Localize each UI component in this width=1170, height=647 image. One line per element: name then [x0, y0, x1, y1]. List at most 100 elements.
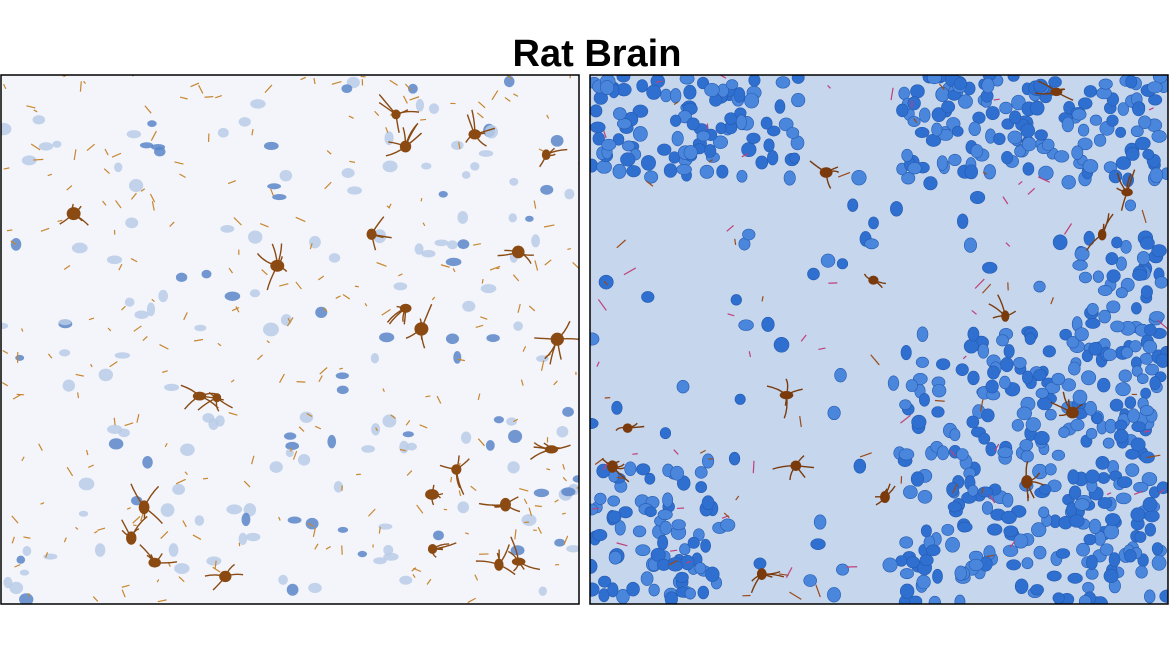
nucleus [821, 254, 835, 267]
nucleus [672, 520, 686, 530]
nucleus [585, 333, 599, 346]
nucleus [956, 364, 969, 376]
nucleus [633, 526, 646, 537]
nucleus [421, 163, 431, 170]
nucleus [865, 239, 879, 249]
nucleus [701, 539, 711, 552]
nucleus [1023, 163, 1034, 176]
nucleus [72, 243, 88, 254]
nucleus [986, 380, 999, 393]
nucleus [900, 537, 913, 548]
nucleus [955, 566, 967, 580]
nucleus [695, 466, 707, 478]
cell-body [428, 544, 437, 554]
nucleus [125, 298, 135, 307]
nucleus [932, 569, 942, 583]
nucleus [1103, 349, 1116, 361]
nucleus [433, 530, 444, 540]
nucleus [1082, 582, 1094, 593]
nucleus [848, 199, 858, 212]
nucleus [1012, 419, 1024, 431]
nucleus [1047, 571, 1061, 581]
nucleus [1022, 371, 1032, 384]
nucleus [622, 141, 635, 151]
nucleus [706, 567, 720, 582]
nucleus [807, 268, 819, 280]
cell-body [1021, 475, 1032, 488]
nucleus [1032, 464, 1047, 479]
nucleus [636, 545, 650, 556]
nucleus [287, 584, 299, 596]
nucleus [562, 407, 574, 417]
nucleus [1031, 584, 1044, 595]
nucleus [702, 496, 714, 510]
nucleus [1132, 269, 1147, 280]
nucleus [1079, 595, 1091, 607]
nucleus [241, 513, 250, 526]
nucleus [684, 145, 697, 159]
nucleus [451, 141, 464, 150]
nucleus [1114, 429, 1128, 443]
nucleus [481, 284, 497, 293]
cell-body [868, 276, 878, 285]
nucleus [1081, 371, 1095, 385]
nucleus [1125, 200, 1136, 211]
nucleus [670, 115, 681, 127]
nucleus [1144, 324, 1156, 336]
nucleus [462, 301, 475, 312]
nucleus [890, 201, 902, 216]
nucleus [932, 123, 943, 136]
nucleus [95, 543, 105, 557]
nucleus [225, 292, 241, 301]
nucleus [828, 406, 841, 420]
nucleus [509, 213, 517, 222]
nucleus [835, 368, 847, 382]
nucleus [272, 194, 286, 200]
nucleus [1084, 534, 1096, 545]
nucleus [1112, 237, 1123, 248]
nucleus [59, 349, 70, 356]
nucleus [1111, 321, 1125, 332]
nucleus [735, 394, 745, 404]
nucleus [39, 142, 53, 150]
nucleus [664, 164, 677, 178]
nucleus [921, 525, 931, 537]
nucleus [1078, 124, 1089, 136]
nucleus [791, 93, 805, 107]
nucleus [267, 183, 281, 189]
nucleus [608, 511, 621, 523]
nucleus [1072, 146, 1083, 160]
nucleus [399, 441, 409, 454]
cell-body [494, 559, 503, 571]
nucleus [1059, 427, 1070, 438]
nucleus [1002, 511, 1017, 524]
nucleus [756, 156, 768, 169]
nucleus [645, 473, 655, 484]
nucleus [315, 307, 327, 318]
nucleus [1000, 102, 1013, 114]
nucleus [1147, 82, 1162, 93]
nucleus [1098, 285, 1112, 295]
nucleus [195, 515, 204, 526]
nucleus [979, 433, 990, 444]
nucleus [677, 164, 692, 174]
nucleus [744, 93, 758, 108]
nucleus [270, 461, 283, 473]
nucleus [1131, 438, 1145, 451]
nucleus [660, 428, 671, 439]
nucleus [613, 164, 626, 178]
nucleus [1150, 376, 1161, 389]
nucleus [383, 161, 398, 173]
nucleus [1039, 484, 1051, 494]
nucleus [1109, 553, 1120, 567]
nucleus [970, 191, 985, 203]
nucleus [1132, 422, 1146, 432]
nucleus [1153, 70, 1167, 84]
nucleus [950, 429, 960, 441]
nucleus [936, 359, 950, 370]
nucleus [641, 291, 654, 302]
nucleus [551, 135, 564, 147]
nucleus [1022, 137, 1036, 151]
nucleus [439, 191, 448, 198]
